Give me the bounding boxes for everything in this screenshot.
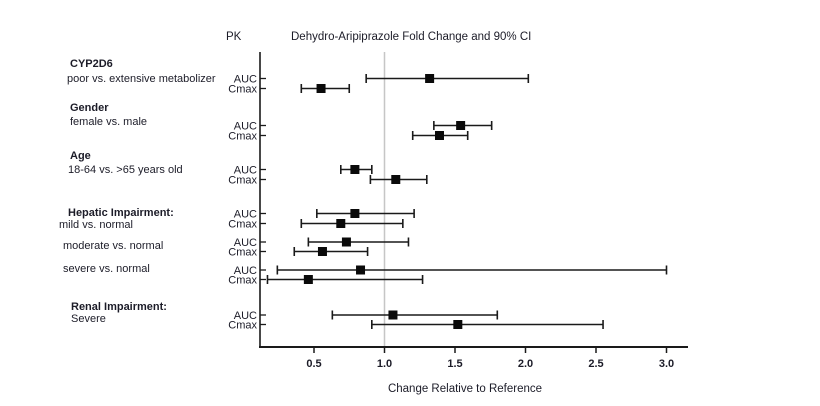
group-label: Gender <box>70 102 109 114</box>
comparison-label: Severe <box>71 313 106 325</box>
forest-row <box>260 175 428 184</box>
comparison-label: mild vs. normal <box>59 219 133 231</box>
pk-label: AUC <box>234 237 257 249</box>
point-marker <box>425 74 435 83</box>
pk-label: AUC <box>234 120 257 132</box>
x-tick-label: 0.5 <box>306 358 321 370</box>
forest-row <box>260 265 668 275</box>
forest-row <box>260 247 369 256</box>
point-marker <box>336 219 346 228</box>
forest-row <box>260 131 469 140</box>
pk-label: Cmax <box>228 246 257 258</box>
group-label: Age <box>70 150 91 162</box>
forest-row <box>260 209 415 218</box>
chart-title: Dehydro-Aripiprazole Fold Change and 90%… <box>291 31 532 43</box>
pk-label: AUC <box>234 73 257 85</box>
forest-row <box>260 237 410 247</box>
x-tick-label: 1.5 <box>447 358 462 370</box>
comparison-label: severe vs. normal <box>63 263 150 275</box>
x-tick-label: 3.0 <box>659 358 674 370</box>
pk-label: Cmax <box>228 83 257 95</box>
x-tick-label: 1.0 <box>377 358 392 370</box>
point-marker <box>317 247 327 256</box>
comparison-label: 18-64 vs. >65 years old <box>68 164 183 176</box>
point-marker <box>316 84 326 93</box>
point-marker <box>350 209 360 218</box>
point-marker <box>456 121 466 130</box>
forest-row <box>260 320 604 329</box>
group-label: Hepatic Impairment: <box>68 207 174 219</box>
group-label: CYP2D6 <box>70 58 113 70</box>
point-marker <box>434 131 444 140</box>
pk-column-header: PK <box>226 31 242 43</box>
pk-label: AUC <box>234 208 257 220</box>
forest-row <box>260 219 404 228</box>
pk-label: AUC <box>234 265 257 277</box>
x-axis-title: Change Relative to Reference <box>388 383 542 395</box>
point-marker <box>388 310 398 320</box>
point-marker <box>391 175 401 184</box>
x-tick-label: 2.0 <box>518 358 533 370</box>
comparison-label: poor vs. extensive metabolizer <box>67 73 216 85</box>
point-marker <box>350 165 360 174</box>
point-marker <box>356 265 366 275</box>
forest-row <box>260 121 493 130</box>
pk-label: Cmax <box>228 130 257 142</box>
pk-label: Cmax <box>228 319 257 331</box>
comparison-label: female vs. male <box>70 116 147 128</box>
pk-label: Cmax <box>228 218 257 230</box>
group-label: Renal Impairment: <box>71 301 167 313</box>
forest-row <box>260 74 530 83</box>
point-marker <box>341 237 351 247</box>
pk-label: Cmax <box>228 274 257 286</box>
forest-row <box>260 84 351 93</box>
point-marker <box>453 320 463 329</box>
forest-row <box>260 310 499 320</box>
pk-label: Cmax <box>228 174 257 186</box>
forest-row <box>260 165 373 174</box>
x-tick-label: 2.5 <box>588 358 603 370</box>
comparison-label: moderate vs. normal <box>63 240 163 252</box>
pk-label: AUC <box>234 164 257 176</box>
point-marker <box>303 275 313 284</box>
forest-row <box>260 275 424 284</box>
pk-label: AUC <box>234 310 257 322</box>
